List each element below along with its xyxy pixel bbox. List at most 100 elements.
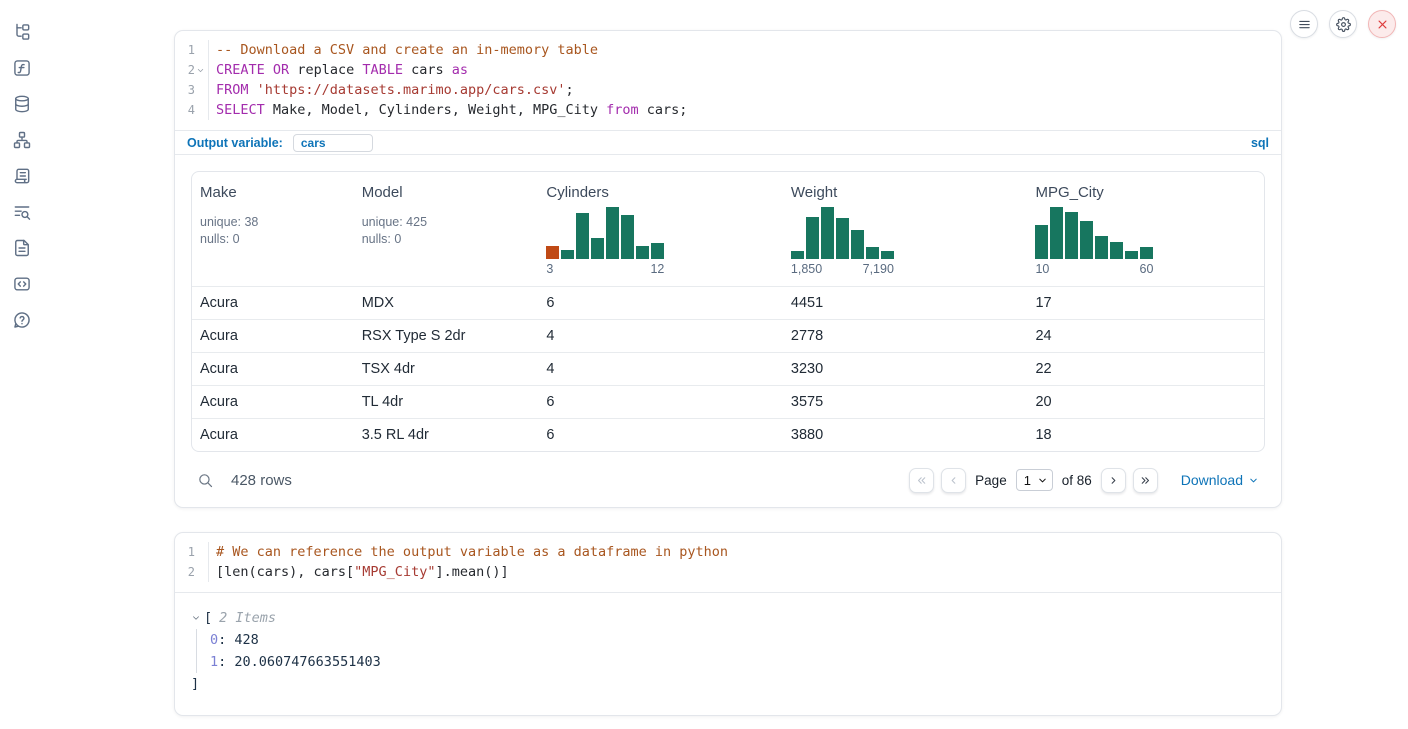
histogram-bar[interactable] xyxy=(561,250,575,259)
code-line[interactable]: 1 -- Download a CSV and create an in-memo… xyxy=(175,40,1281,60)
search-icon[interactable] xyxy=(197,472,214,489)
histogram-bar[interactable] xyxy=(1095,236,1109,259)
histogram-bar[interactable] xyxy=(880,251,894,259)
first-page-button[interactable] xyxy=(909,467,935,493)
chevron-right-icon xyxy=(1111,476,1116,484)
histogram-bar[interactable] xyxy=(1140,247,1154,259)
sql-code-editor[interactable]: 1 -- Download a CSV and create an in-memo… xyxy=(175,31,1281,130)
page-total-label: of 86 xyxy=(1061,472,1092,488)
column-header[interactable]: Weight 1,850 7,190 xyxy=(783,172,1028,286)
histogram-bar[interactable] xyxy=(621,215,635,259)
help-icon[interactable] xyxy=(12,310,32,330)
table-cell: 6 xyxy=(546,295,555,311)
collapse-chevron-icon[interactable] xyxy=(191,613,202,623)
table-cell: TL 4dr xyxy=(361,394,404,410)
column-header[interactable]: MPG_City 10 60 xyxy=(1027,172,1264,286)
tree-items-count: 2 Items xyxy=(219,610,277,626)
histogram-bar[interactable] xyxy=(606,207,620,259)
shutdown-button[interactable] xyxy=(1368,10,1396,38)
line-number-gutter: 1 xyxy=(175,542,209,562)
last-page-button[interactable] xyxy=(1132,467,1158,493)
column-title: Make xyxy=(200,184,237,201)
tree-entry: 0: 428 xyxy=(210,632,259,648)
table-cell: TSX 4dr xyxy=(361,361,415,377)
table-cell: 24 xyxy=(1035,328,1052,344)
histogram-bar[interactable] xyxy=(1050,207,1064,259)
histogram-bar[interactable] xyxy=(591,238,605,259)
histogram-bar[interactable] xyxy=(850,230,864,259)
chevron-down-icon xyxy=(1038,478,1046,482)
fold-chevron-icon[interactable] xyxy=(195,66,206,75)
download-button[interactable]: Download xyxy=(1181,472,1259,488)
variables-icon[interactable] xyxy=(12,58,32,78)
menu-button[interactable] xyxy=(1290,10,1318,38)
column-title: Weight xyxy=(790,184,838,201)
histogram-bar[interactable] xyxy=(865,247,879,259)
column-title: MPG_City xyxy=(1035,184,1104,201)
histogram-bar[interactable] xyxy=(1080,221,1094,259)
table-cell: Acura xyxy=(200,427,238,443)
python-cell: 1 # We can reference the output variable … xyxy=(174,532,1282,716)
sidebar xyxy=(0,0,44,729)
histogram-bar[interactable] xyxy=(651,243,665,259)
column-header[interactable]: Make unique: 38 nulls: 0 xyxy=(192,172,354,286)
file-explorer-icon[interactable] xyxy=(12,22,32,42)
histogram-bar[interactable] xyxy=(576,213,590,259)
python-code-editor[interactable]: 1 # We can reference the output variable … xyxy=(175,533,1281,592)
dependency-graph-icon[interactable] xyxy=(12,130,32,150)
code-text: -- Download a CSV and create an in-memor… xyxy=(216,42,599,58)
line-number-gutter: 2 xyxy=(175,60,209,80)
documentation-icon[interactable] xyxy=(12,238,32,258)
table-row[interactable]: Acura RSX Type S 2dr 4 2778 24 xyxy=(192,319,1264,352)
snippets-icon[interactable] xyxy=(12,274,32,294)
code-line[interactable]: 2 CREATE OR replace TABLE cars as xyxy=(175,60,1281,80)
table-row[interactable]: Acura TSX 4dr 4 3230 22 xyxy=(192,352,1264,385)
column-header[interactable]: Cylinders 3 12 xyxy=(538,172,783,286)
hamburger-icon xyxy=(1298,20,1310,28)
table-cell: 3230 xyxy=(790,361,824,377)
datasources-icon[interactable] xyxy=(12,94,32,114)
tree-entry-value: 428 xyxy=(234,632,259,648)
close-icon xyxy=(1378,20,1386,28)
histogram-bar[interactable] xyxy=(636,246,650,259)
output-variable-input[interactable] xyxy=(292,133,373,152)
column-histogram: 3 12 xyxy=(546,207,665,276)
table-cell: 3880 xyxy=(790,427,824,443)
table-row[interactable]: Acura MDX 6 4451 17 xyxy=(192,286,1264,319)
logs-icon[interactable] xyxy=(12,202,32,222)
language-badge: sql xyxy=(1250,135,1269,150)
code-line[interactable]: 1 # We can reference the output variable … xyxy=(175,542,1281,562)
outline-icon[interactable] xyxy=(12,166,32,186)
code-line[interactable]: 3 FROM 'https://datasets.marimo.app/cars.… xyxy=(175,80,1281,100)
histogram-bar[interactable] xyxy=(1110,242,1124,259)
previous-page-button[interactable] xyxy=(941,467,967,493)
table-body: Acura MDX 6 4451 17 Acura RSX Type S 2dr 4 2778 2… xyxy=(192,286,1264,451)
histogram-bar[interactable] xyxy=(820,207,834,259)
histogram-bar[interactable] xyxy=(790,251,804,259)
histogram-bar[interactable] xyxy=(835,218,849,259)
next-page-button[interactable] xyxy=(1100,467,1126,493)
sql-cell: 1 -- Download a CSV and create an in-memo… xyxy=(174,30,1282,508)
histogram-bar[interactable] xyxy=(805,217,819,259)
code-line[interactable]: 4 SELECT Make, Model, Cylinders, Weight, … xyxy=(175,100,1281,120)
page-label: Page xyxy=(975,472,1007,488)
table-header: Make unique: 38 nulls: 0 Model unique: 425 nu… xyxy=(192,172,1264,286)
table-cell: 18 xyxy=(1035,427,1052,443)
tree-entries: 0: 428 1: 20.060747663551403 xyxy=(196,629,1265,673)
code-line[interactable]: 2 [len(cars), cars["MPG_City"].mean()] xyxy=(175,562,1281,582)
table-row[interactable]: Acura 3.5 RL 4dr 6 3880 18 xyxy=(192,418,1264,451)
column-stats: unique: 38 nulls: 0 xyxy=(200,215,259,247)
output-tree: [ 2 Items 0: 428 1: 20.060747663551403 ] xyxy=(175,593,1281,715)
page-select[interactable]: 1 xyxy=(1015,469,1053,491)
chevrons-left-icon xyxy=(918,476,926,484)
settings-button[interactable] xyxy=(1329,10,1357,38)
histogram-bar[interactable] xyxy=(546,246,560,259)
page-select-value: 1 xyxy=(1023,472,1031,488)
table-row[interactable]: Acura TL 4dr 6 3575 20 xyxy=(192,385,1264,418)
histogram-bar[interactable] xyxy=(1125,251,1139,259)
histogram-axis: 3 12 xyxy=(546,262,665,276)
chevron-left-icon xyxy=(951,476,956,484)
histogram-bar[interactable] xyxy=(1065,212,1079,259)
histogram-bar[interactable] xyxy=(1035,225,1049,259)
column-header[interactable]: Model unique: 425 nulls: 0 xyxy=(354,172,539,286)
